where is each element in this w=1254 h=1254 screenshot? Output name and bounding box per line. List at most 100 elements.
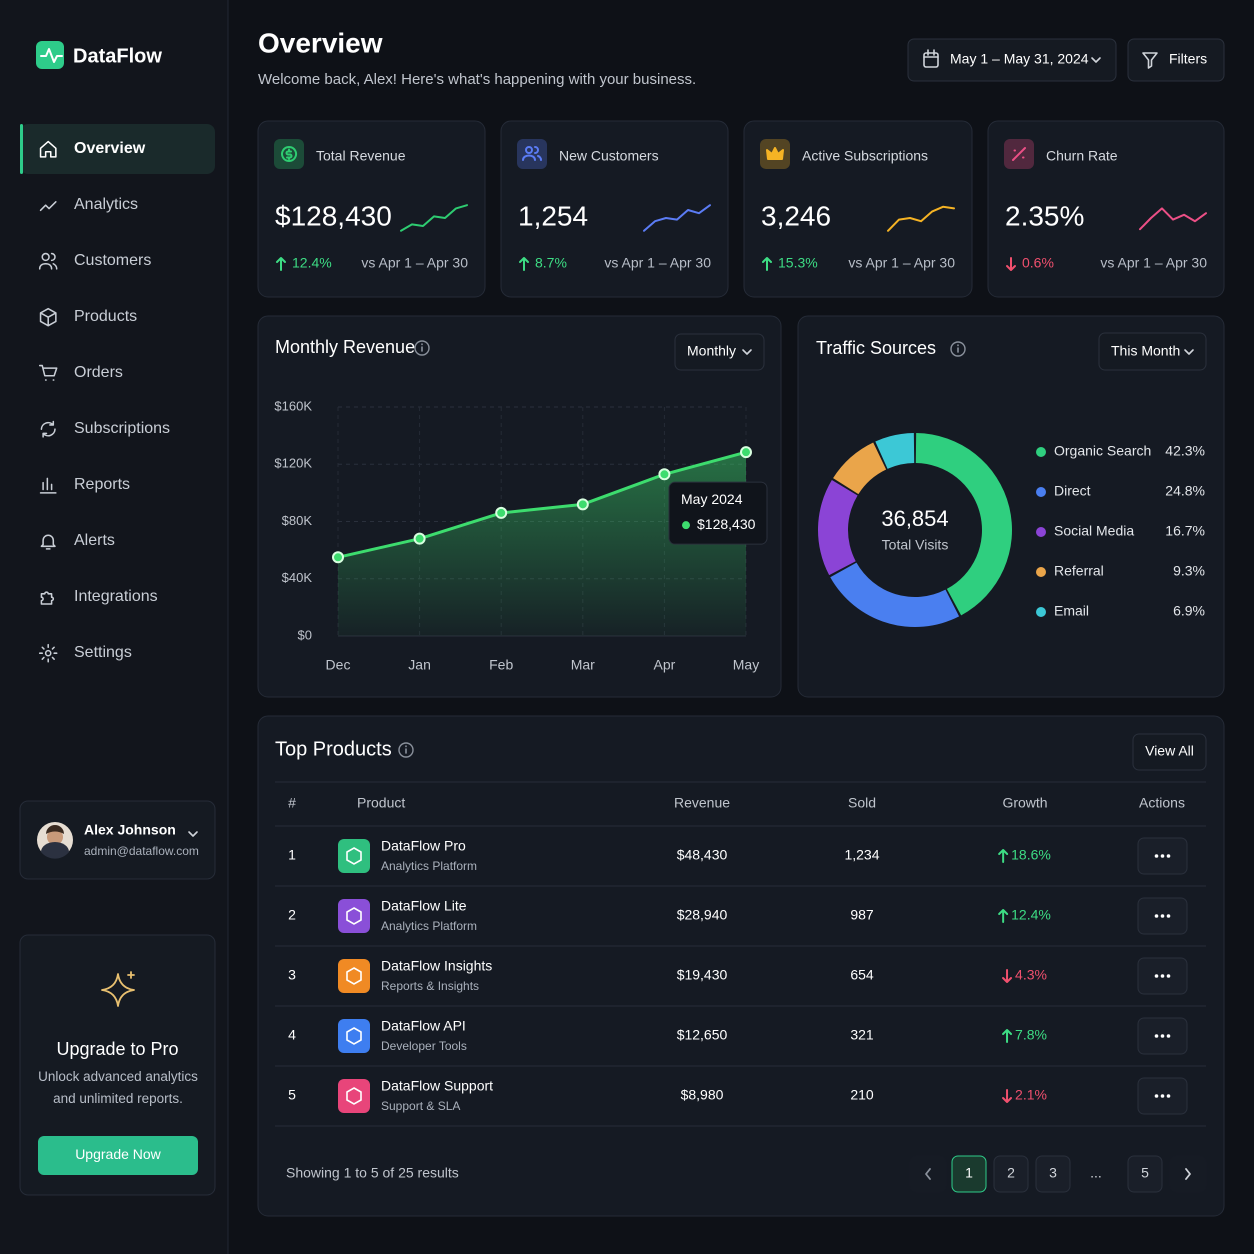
actions-dot [1160,854,1165,858]
filters-button[interactable] [1127,38,1225,82]
chevron-icon [1184,349,1194,355]
revenue-line [337,450,747,559]
nav-label: Subscriptions [74,420,170,437]
prev-page-button[interactable] [909,1155,947,1193]
y-tick-label: $40K [282,570,313,585]
x-tick-label: Apr [654,657,676,673]
kpi-icon [766,147,784,160]
page-button[interactable] [993,1155,1029,1193]
kpi-change: 15.3% [778,255,818,271]
arrow-up-icon [998,909,1009,923]
y-tick-label: $0 [298,627,312,642]
kpi-icon [522,146,542,161]
y-tick-label: $80K [282,513,313,528]
kpi-value: 3,246 [761,200,831,231]
donut-segment [818,480,858,576]
product-category: Analytics Platform [381,919,477,933]
kpi-compare: vs Apr 1 – Apr 30 [848,255,955,271]
tooltip-title: May 2024 [681,491,743,507]
data-point [495,506,508,519]
nav-active-bar [20,124,23,174]
legend-label: Social Media [1054,523,1134,539]
product-sold: 987 [850,907,874,923]
column-header: # [288,795,296,811]
product-icon [338,1019,370,1053]
arrow-up-icon [998,849,1009,863]
row-rank: 1 [288,847,296,863]
arrow-up-icon [762,257,772,271]
actions-dot [1160,1094,1165,1098]
column-header: Revenue [674,795,730,811]
kpi-card [500,120,729,298]
filters-label: Filters [1169,51,1207,67]
column-header: Sold [848,795,876,811]
upgrade-text: Unlock advanced analytics and unlimited … [38,1069,198,1106]
date-range-button[interactable] [907,38,1117,82]
next-page-button[interactable] [1169,1155,1207,1193]
kpi-change: 0.6% [1022,255,1054,271]
product-sold: 321 [850,1027,874,1043]
column-header: Actions [1139,795,1185,811]
page-button[interactable] [1127,1155,1163,1193]
actions-dot [1154,914,1159,918]
period-dropdown-label: This Month [1111,343,1180,359]
actions-dot [1160,914,1165,918]
kpi-compare: vs Apr 1 – Apr 30 [361,255,468,271]
data-point [413,532,426,545]
product-revenue: $28,940 [677,907,728,923]
x-tick-label: Feb [489,657,513,673]
kpi-compare: vs Apr 1 – Apr 30 [604,255,711,271]
y-tick-label: $160K [274,398,312,413]
product-icon [338,1079,370,1113]
x-tick-label: Jan [408,657,431,673]
nav-icon [38,643,58,663]
actions-dot [1154,974,1159,978]
upgrade-card [19,934,216,1196]
prev-icon [925,1168,931,1180]
legend-dot [1036,567,1046,577]
row-rank: 5 [288,1087,296,1103]
x-tick-label: Mar [571,657,595,673]
user-card[interactable] [19,800,216,880]
product-name: DataFlow Support [381,1078,493,1094]
page-title: Overview [258,27,383,58]
product-name: DataFlow API [381,1018,466,1034]
nav-icon [39,201,57,212]
kpi-change: 8.7% [535,255,567,271]
page-label: 5 [1141,1165,1149,1181]
nav-icon [40,534,56,550]
legend-dot [1036,487,1046,497]
user-name: Alex Johnson [84,822,176,838]
upgrade-button[interactable] [38,1136,198,1175]
period-dropdown[interactable] [1098,332,1207,371]
page-button[interactable] [1035,1155,1071,1193]
x-tick-label: Dec [326,657,351,673]
date-range: May 1 – May 31, 2024 [950,51,1089,67]
brand-name: DataFlow [73,45,162,67]
calendar-icon [923,52,939,68]
nav-icon [39,477,57,494]
nav-label: Products [74,308,137,325]
user-avatar-body [41,842,69,859]
actions-dot [1160,974,1165,978]
view-all-button[interactable] [1132,733,1207,771]
x-tick-label: May [733,657,759,673]
nav-item[interactable] [20,516,215,566]
kpi-sparkline [887,205,955,232]
product-growth: 7.8% [1015,1027,1047,1043]
period-dropdown[interactable] [674,333,765,371]
actions-dot [1166,854,1171,858]
product-sold: 654 [850,967,874,983]
row-rank: 3 [288,967,296,983]
arrow-up-icon [1002,1029,1013,1043]
legend-value: 24.8% [1165,483,1205,499]
page-button[interactable] [951,1155,987,1193]
next-icon [1185,1168,1191,1180]
kpi-value: 1,254 [518,200,588,231]
period-dropdown-label: Monthly [687,343,736,359]
arrow-up-icon [276,257,286,271]
kpi-label: Total Revenue [316,148,406,164]
nav-item[interactable] [20,124,215,174]
